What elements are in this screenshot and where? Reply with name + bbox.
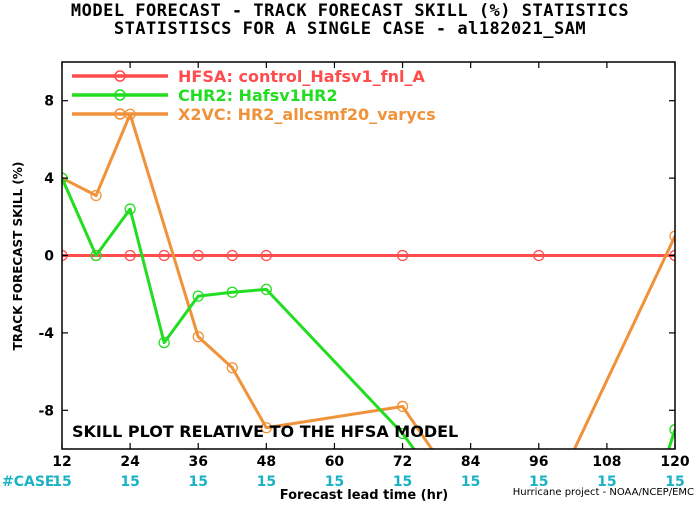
data-point-hfsa <box>260 249 272 262</box>
data-point-x2vc <box>396 400 409 413</box>
data-point-chr2 <box>260 283 272 296</box>
data-point-hfsa <box>533 249 545 262</box>
y-axis-label: TRACK FORECAST SKILL (%) <box>11 162 25 351</box>
data-point-x2vc <box>226 362 238 374</box>
y-tick-label: 8 <box>44 94 54 110</box>
data-point-chr2 <box>90 249 102 262</box>
legend-marker-chr2 <box>114 89 126 101</box>
case-count: 15 <box>188 474 207 490</box>
series-line-x2vc <box>62 112 675 449</box>
legend-label-chr2: CHR2: Hafsv1HR2 <box>178 86 338 105</box>
data-point-hfsa <box>124 249 136 262</box>
x-axis-label: Forecast lead time (hr) <box>280 488 448 503</box>
skill-annotation: SKILL PLOT RELATIVE TO THE HFSA MODEL <box>72 422 458 441</box>
x-tick-label: 84 <box>461 454 481 470</box>
data-point-chr2 <box>226 286 238 298</box>
case-count: 15 <box>665 474 684 490</box>
data-point-hfsa <box>158 249 170 262</box>
x-tick-label: 96 <box>529 454 548 470</box>
y-tick-label: 4 <box>44 171 54 187</box>
x-tick-label: 108 <box>592 454 621 470</box>
case-count: 15 <box>257 474 276 490</box>
chart-title-line1: MODEL FORECAST - TRACK FORECAST SKILL (%… <box>70 1 630 21</box>
data-point-hfsa <box>192 249 204 262</box>
case-count: 15 <box>120 474 139 490</box>
case-count: 15 <box>52 474 71 490</box>
x-tick-label: 12 <box>52 454 71 470</box>
y-tick-label: -4 <box>38 326 54 342</box>
credit-text: Hurricane project - NOAA/NCEP/EMC <box>512 487 694 498</box>
chart-title-line2: STATISTISCS FOR A SINGLE CASE - al182021… <box>113 19 587 39</box>
data-point-x2vc <box>90 189 102 202</box>
data-point-chr2 <box>192 290 204 302</box>
data-point-hfsa <box>226 249 238 262</box>
x-tick-label: 36 <box>188 454 207 470</box>
data-point-chr2 <box>158 336 170 349</box>
case-count: 15 <box>393 474 412 490</box>
legend-marker-hfsa <box>114 70 126 82</box>
case-label: #CASE <box>2 474 55 490</box>
x-tick-label: 60 <box>325 454 345 470</box>
data-point-chr2 <box>124 203 136 215</box>
legend-label-hfsa: HFSA: control_Hafsv1_fnl_A <box>178 67 425 86</box>
data-point-x2vc <box>192 331 204 343</box>
y-tick-label: -8 <box>38 403 54 419</box>
data-point-x2vc <box>260 422 272 434</box>
data-point-chr2 <box>396 427 409 440</box>
x-tick-label: 120 <box>660 454 689 470</box>
case-count: 15 <box>597 474 616 490</box>
x-tick-label: 24 <box>120 454 140 470</box>
case-count: 15 <box>461 474 480 490</box>
data-point-hfsa <box>396 249 409 262</box>
case-count: 15 <box>325 474 344 490</box>
x-tick-label: 48 <box>257 454 276 470</box>
y-tick-label: 0 <box>44 249 54 265</box>
data-point-chr2 <box>669 424 675 436</box>
legend-marker-x2vc <box>114 108 126 120</box>
x-tick-label: 72 <box>393 454 412 470</box>
case-count: 15 <box>529 474 548 490</box>
series-line-chr2 <box>62 177 675 449</box>
data-point-x2vc <box>669 230 675 242</box>
legend-label-x2vc: X2VC: HR2_allcsmf20_varycs <box>178 105 436 124</box>
